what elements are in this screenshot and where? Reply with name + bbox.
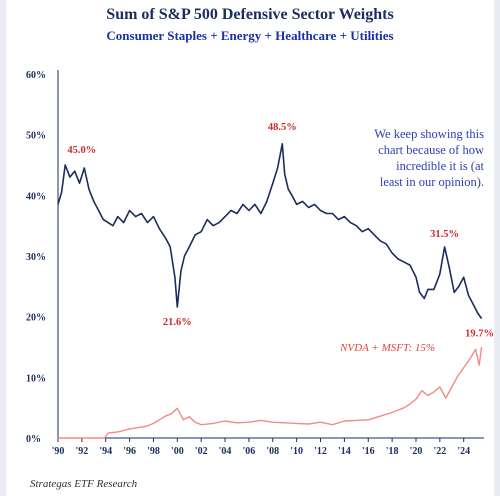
x-tick-label: '20 [410, 446, 423, 457]
commentary-note: We keep showing this chart because of how… [374, 127, 484, 189]
x-tick-label: '22 [433, 446, 446, 457]
axes [57, 70, 484, 439]
value-annotation: 21.6% [163, 317, 192, 328]
right-border [494, 0, 500, 496]
x-tick-label: '14 [338, 446, 351, 457]
note-line: least in our opinion). [380, 175, 484, 189]
x-tick-label: '02 [195, 446, 208, 457]
x-tick-label: '06 [243, 446, 256, 457]
annotations: 45.0% 48.5% 21.6% 31.5% 19.7% [67, 122, 494, 340]
x-axis-ticks: '90 '92 '94 '96 '98 '00 '02 '04 '06 '08 '10 '12 '14 '… [52, 438, 470, 457]
y-tick-label: 50% [26, 131, 46, 142]
y-tick-label: 0% [26, 434, 41, 445]
x-tick-label: '94 [99, 446, 112, 457]
source-credit: Strategas ETF Research [30, 478, 138, 490]
y-axis-ticks: 0% 10% 20% 30% 40% 50% 60% [26, 70, 46, 445]
chart-subtitle: Consumer Staples + Energy + Healthcare +… [106, 28, 394, 43]
x-tick-label: '90 [52, 446, 65, 457]
y-tick-label: 40% [26, 191, 46, 202]
nvda-msft-line [58, 346, 483, 439]
nvda-msft-label: NVDA + MSFT: 15% [339, 342, 435, 354]
x-tick-label: '92 [75, 446, 88, 457]
y-tick-label: 60% [26, 70, 46, 81]
value-annotation: 48.5% [268, 122, 297, 133]
x-tick-label: '18 [386, 446, 399, 457]
note-line: chart because of how [378, 143, 484, 157]
y-tick-label: 10% [26, 373, 46, 384]
left-border [0, 0, 6, 496]
x-tick-label: '00 [171, 446, 184, 457]
note-line: incredible it is (at [396, 159, 484, 173]
chart-title: Sum of S&P 500 Defensive Sector Weights [106, 6, 394, 23]
x-tick-label: '24 [457, 446, 470, 457]
x-tick-label: '98 [147, 446, 160, 457]
value-annotation: 45.0% [67, 145, 96, 156]
x-tick-label: '10 [290, 446, 303, 457]
value-annotation: 31.5% [430, 229, 459, 240]
series-lines [57, 143, 483, 439]
x-tick-label: '16 [362, 446, 375, 457]
x-tick-label: '04 [219, 446, 232, 457]
y-tick-label: 20% [26, 313, 46, 324]
x-tick-label: '96 [123, 446, 136, 457]
note-line: We keep showing this [374, 127, 484, 141]
x-tick-label: '08 [266, 446, 279, 457]
y-tick-label: 30% [26, 252, 46, 263]
x-tick-label: '12 [314, 446, 327, 457]
defensive-weights-line [57, 143, 483, 319]
value-annotation: 19.7% [465, 328, 494, 339]
